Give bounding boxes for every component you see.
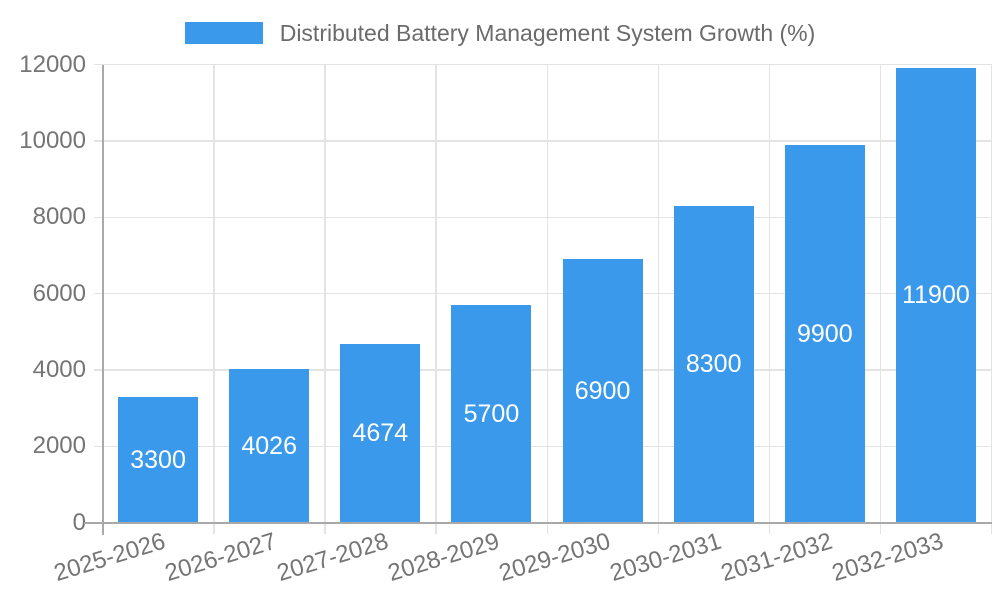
x-tick-label: 2030-2031	[606, 527, 725, 587]
legend-swatch	[184, 22, 263, 44]
bar	[340, 344, 421, 523]
y-tick-label: 12000	[19, 50, 86, 78]
grid-line-vertical	[991, 64, 993, 534]
chart-legend: Distributed Battery Management System Gr…	[0, 20, 1000, 46]
x-tick-label: 2032-2033	[829, 527, 947, 587]
grid-line-horizontal	[93, 445, 992, 448]
y-tick-label: 0	[72, 508, 86, 536]
legend-label: Distributed Battery Management System Gr…	[279, 20, 816, 46]
x-tick-label: 2029-2030	[495, 527, 614, 587]
grid-line-horizontal	[93, 64, 992, 66]
bar-value-label: 5700	[463, 399, 520, 428]
bar	[673, 205, 754, 523]
x-tick-label: 2026-2027	[162, 527, 280, 587]
grid-line-vertical	[324, 64, 326, 534]
y-tick-label: 6000	[32, 279, 86, 307]
y-tick-label: 2000	[32, 432, 86, 460]
bar-value-label: 4674	[352, 419, 409, 448]
bar	[562, 259, 643, 523]
bar-value-label: 11900	[902, 281, 970, 310]
x-tick-label: 2027-2028	[273, 527, 392, 587]
bar	[229, 368, 310, 523]
bar	[118, 396, 199, 523]
grid-line-horizontal	[93, 140, 992, 142]
grid-line-vertical	[213, 64, 215, 534]
x-tick-label: 2031-2032	[717, 527, 836, 587]
grid-line-horizontal	[93, 293, 992, 295]
grid-line-vertical	[768, 64, 771, 534]
x-tick-label: 2028-2029	[384, 527, 503, 587]
grid-line-vertical	[435, 64, 437, 534]
bar-value-label: 8300	[685, 350, 742, 379]
grid-line-vertical	[879, 64, 882, 534]
grid-line-vertical	[546, 64, 548, 534]
bar-value-label: 3300	[130, 445, 186, 474]
bar	[895, 68, 976, 523]
y-tick-label: 4000	[32, 355, 86, 383]
bar-value-label: 6900	[574, 376, 631, 405]
bar	[451, 304, 532, 523]
bar	[784, 144, 865, 523]
bar-value-label: 4026	[241, 431, 297, 460]
grid-line-horizontal	[93, 216, 992, 219]
x-axis-line	[84, 521, 992, 524]
grid-line-horizontal	[93, 369, 992, 371]
y-tick-label: 8000	[32, 203, 86, 231]
x-tick-label: 2025-2026	[51, 527, 169, 587]
bar-value-label: 9900	[797, 319, 853, 348]
y-axis-line	[101, 64, 104, 535]
y-tick-label: 10000	[19, 126, 86, 154]
grid-line-vertical	[657, 64, 660, 534]
